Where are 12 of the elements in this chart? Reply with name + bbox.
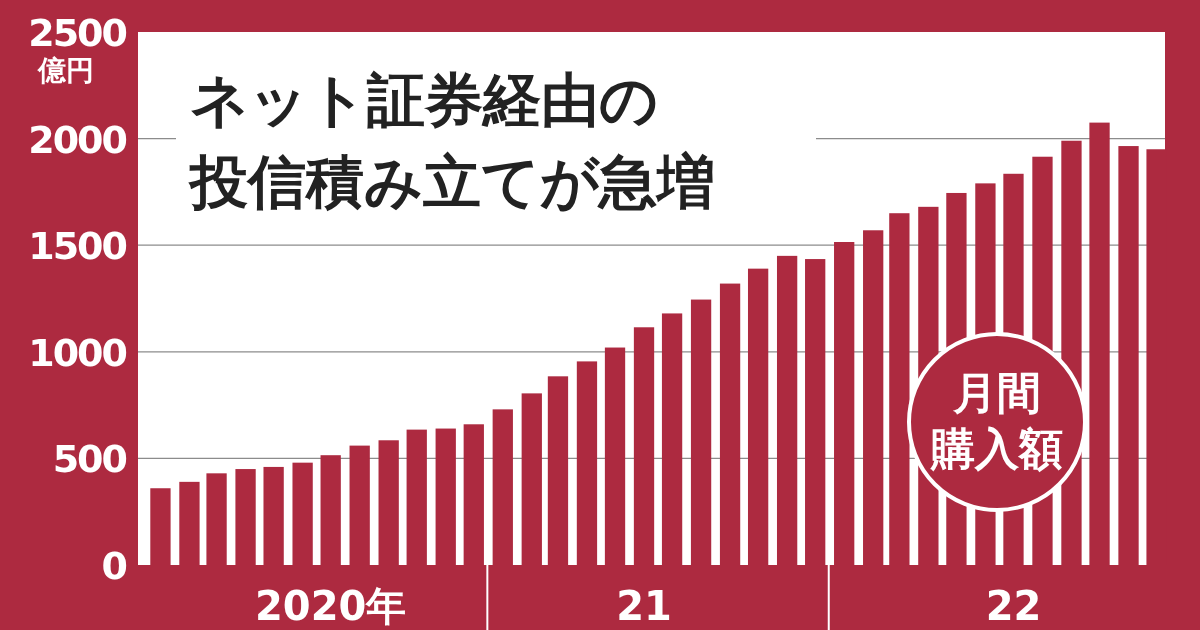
y-axis-title: 億円	[37, 54, 94, 87]
x-tick-label: 2020年	[255, 583, 407, 629]
text: ネット証券経由の投信積み立てが急増	[188, 66, 715, 216]
annotation: 月間購入額	[930, 367, 1063, 474]
y-tick-label: 1500	[28, 224, 127, 269]
y-tick-label: 2000	[28, 117, 127, 162]
x-tick-label: 22	[985, 583, 1042, 629]
y-tick-label: 1000	[28, 330, 127, 375]
y-tick-label: 2500	[28, 11, 127, 55]
x-tick-label: 21	[616, 583, 672, 629]
y-tick-label: 500	[52, 437, 127, 482]
y-tick-label: 0	[101, 544, 127, 588]
